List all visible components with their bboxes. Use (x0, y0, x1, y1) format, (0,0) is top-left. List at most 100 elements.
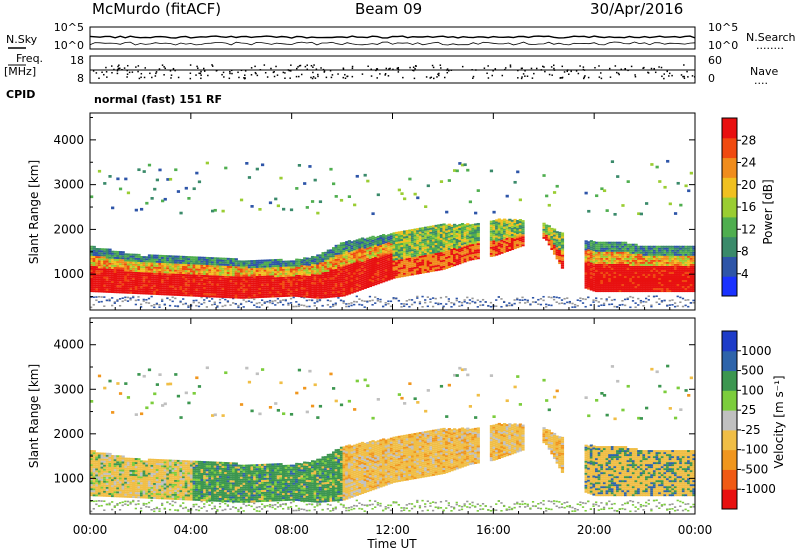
power-cell (637, 247, 641, 250)
power-sparse-cell (176, 190, 181, 193)
power-cell (232, 266, 236, 269)
power-scatter-cell (508, 302, 511, 304)
nsearch-trace (89, 41, 696, 46)
power-cell (179, 271, 183, 274)
power-cell (421, 259, 425, 262)
power-scatter-cell (224, 298, 227, 301)
power-cell (245, 290, 249, 293)
power-cell (284, 272, 288, 275)
power-cell (460, 229, 465, 232)
power-cell (339, 282, 344, 285)
power-cell (303, 271, 307, 274)
power-cell (410, 261, 415, 264)
power-cell (629, 288, 633, 291)
power-cell (321, 276, 325, 279)
power-cell (179, 294, 183, 297)
power-cell (550, 233, 554, 236)
power-cell (637, 253, 641, 256)
power-cell (405, 272, 409, 275)
power-scatter-cell (560, 302, 564, 304)
power-cell (216, 273, 220, 276)
power-cell (655, 265, 659, 268)
power-cell (497, 238, 501, 241)
power-scatter-cell (608, 296, 611, 299)
power-cell (474, 257, 478, 260)
power-scatter-cell (589, 304, 593, 306)
power-cell (113, 279, 117, 282)
power-cell (90, 263, 94, 266)
power-cell (374, 275, 378, 278)
power-cell (124, 263, 128, 266)
power-cell (124, 273, 128, 276)
power-cell (300, 291, 304, 294)
power-cell (592, 251, 596, 254)
power-cell (426, 258, 430, 261)
power-cell (158, 258, 162, 261)
freq-dot (92, 70, 95, 72)
power-cell (592, 249, 596, 252)
power-cell (439, 266, 444, 269)
freq-dot (116, 69, 119, 72)
power-cell (405, 236, 409, 239)
power-cell (618, 257, 622, 260)
power-cell (626, 243, 630, 246)
power-cell (216, 291, 220, 294)
power-cell (589, 244, 594, 247)
power-cell (424, 244, 428, 247)
power-cell (332, 259, 336, 262)
power-cell (121, 277, 125, 280)
power-cell (108, 262, 112, 265)
power-cell (623, 282, 628, 285)
power-scatter-cell (350, 302, 353, 304)
power-cell (476, 253, 480, 256)
power-cell (416, 264, 420, 267)
power-cell (155, 268, 159, 271)
power-cell (276, 275, 280, 278)
power-cell (310, 286, 315, 289)
power-cell (360, 249, 365, 252)
power-scatter-cell (332, 303, 335, 306)
power-cell (137, 292, 141, 295)
power-cell (250, 284, 254, 287)
power-cell (405, 244, 409, 247)
power-sparse-cell (163, 197, 167, 201)
power-cell (184, 256, 188, 259)
power-scatter-cell (513, 302, 516, 305)
power-cell (274, 289, 278, 292)
power-cell (116, 267, 120, 270)
power-cell (179, 263, 183, 266)
power-cell (187, 290, 191, 293)
power-cell (221, 259, 225, 262)
power-cell (589, 254, 594, 257)
power-cell (384, 275, 388, 278)
power-cell (621, 269, 625, 272)
power-cell (263, 275, 267, 278)
power-cell (218, 281, 223, 284)
power-cell (650, 265, 654, 268)
power-scatter-cell (445, 303, 448, 305)
power-cell (132, 261, 136, 264)
power-cell (634, 265, 638, 268)
power-cell (374, 273, 378, 276)
power-scatter-cell (526, 299, 529, 302)
freq-dot (310, 76, 312, 79)
power-cell (403, 252, 407, 255)
power-cell (345, 249, 349, 252)
power-cell (442, 241, 446, 244)
power-cell (308, 287, 312, 290)
power-cell (339, 294, 344, 297)
power-cell (276, 279, 280, 282)
power-cell (137, 257, 141, 260)
power-cell (168, 291, 173, 294)
power-sparse-cell (168, 177, 173, 181)
power-cell (421, 227, 425, 230)
power-cell (150, 278, 154, 281)
freq-dot (304, 65, 307, 68)
power-cell (342, 284, 346, 287)
power-cell (476, 247, 480, 250)
power-cell (297, 268, 302, 271)
power-cell (466, 247, 470, 250)
power-cell (250, 276, 254, 279)
power-cell (629, 253, 633, 256)
power-cell (387, 274, 391, 277)
